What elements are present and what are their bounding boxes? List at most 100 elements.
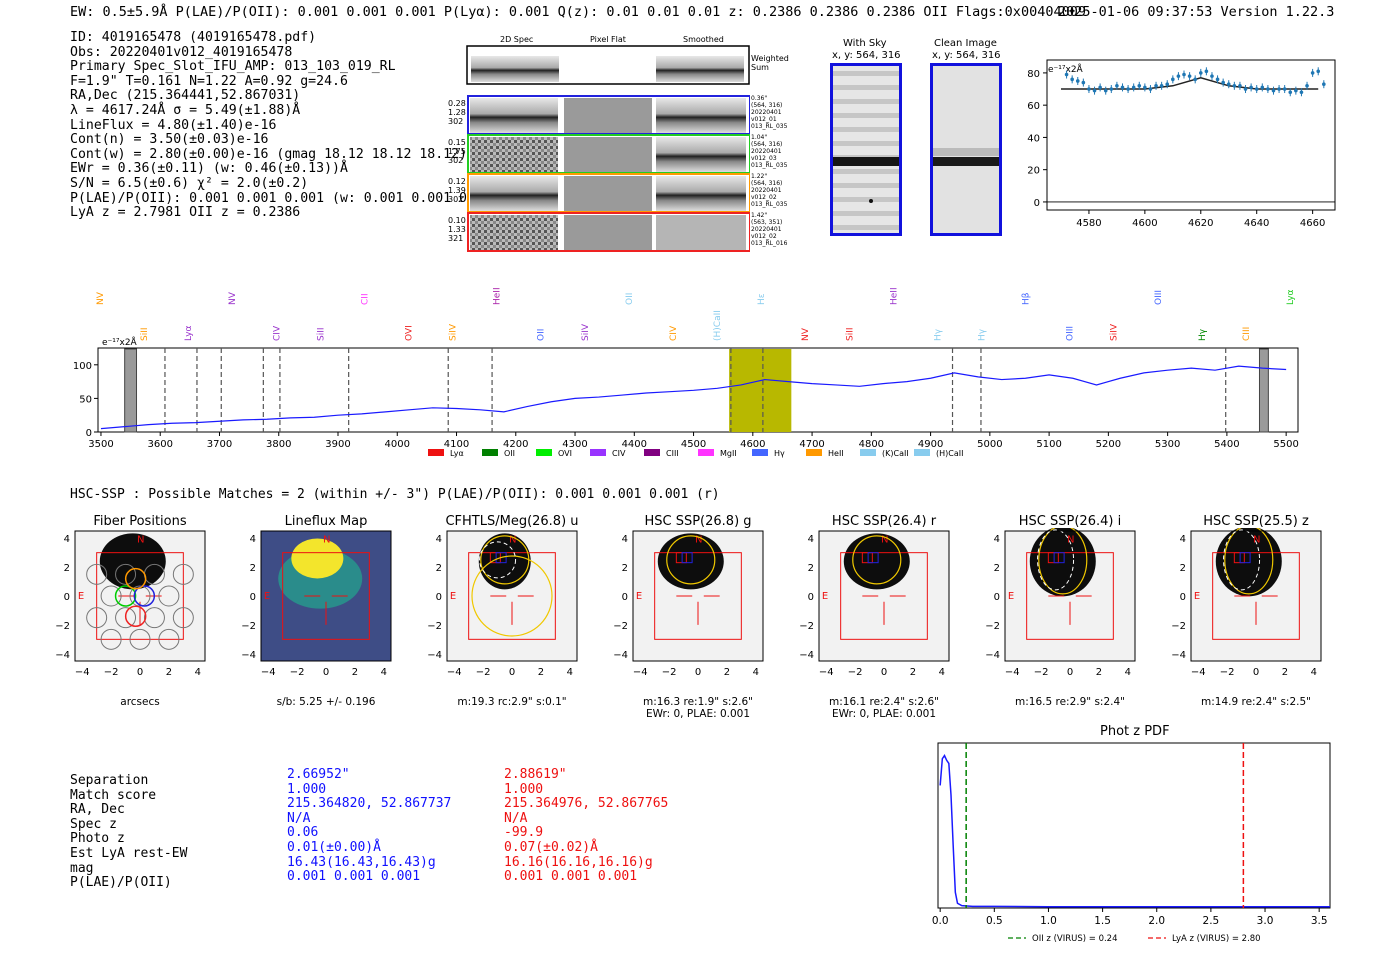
x-tick-label: 3600 xyxy=(147,439,172,450)
x-tick-label: 1.0 xyxy=(1040,915,1057,927)
y-tick-label: −2 xyxy=(241,621,256,632)
line-id-label: NV xyxy=(801,327,811,341)
match-labels: Separation Match score RA, Dec Spec z Photo … xyxy=(70,773,188,891)
line-id-label: CIV xyxy=(272,325,282,341)
match-box-blue xyxy=(681,552,693,564)
x-tick-label: 3700 xyxy=(207,439,232,450)
info-line: RA,Dec (215.364441,52.867031) xyxy=(70,88,301,104)
legend-swatch xyxy=(644,449,660,456)
col-2d-spec: 2D Spec xyxy=(500,35,534,44)
x-tick-label: 4600 xyxy=(740,439,765,450)
y-tick-label: 4 xyxy=(250,534,256,545)
x-tick-label: 3.0 xyxy=(1257,915,1274,927)
panel-frame xyxy=(446,530,578,662)
data-point xyxy=(1294,88,1298,93)
legend-label: CIV xyxy=(612,449,626,458)
x-tick-label: 4000 xyxy=(385,439,410,450)
east-label: E xyxy=(1008,591,1014,602)
panel-title: HSC SSP(26.8) g xyxy=(644,514,752,529)
imaging-panel: N E −4 −4 −2 −2 0 0 2 2 4 4 xyxy=(799,530,950,678)
line-id-label: Hβ xyxy=(1022,292,1032,305)
line-id-label: SiIV xyxy=(1110,323,1120,341)
y-tick-label: −2 xyxy=(1171,621,1186,632)
east-label: E xyxy=(450,591,456,602)
x-tick-label: 5000 xyxy=(977,439,1002,450)
north-label: N xyxy=(1253,535,1260,546)
x-tick-label: 0.0 xyxy=(932,915,949,927)
line-id-label: OII xyxy=(625,293,635,305)
fiber-circle xyxy=(158,585,180,607)
galaxy-blob xyxy=(1029,528,1096,597)
y-tick-label: 0 xyxy=(436,592,442,603)
timestamp-version: 2025-01-06 09:37:53 Version 1.22.3 xyxy=(1058,4,1335,20)
data-point xyxy=(1098,85,1102,90)
y-tick-label: −4 xyxy=(427,650,442,661)
y-tick-label: −4 xyxy=(613,650,628,661)
data-point xyxy=(1148,87,1153,91)
zoom-plot-frame xyxy=(1046,59,1336,211)
data-point xyxy=(1305,84,1309,88)
x-tick-label: 2 xyxy=(1096,667,1102,678)
aperture-ellipse xyxy=(666,535,716,585)
x-tick-label: 4 xyxy=(195,667,201,678)
legend-label: (K)CaII xyxy=(882,449,909,458)
aperture-box xyxy=(468,552,556,640)
line-id-label: Lyα xyxy=(1286,289,1296,305)
line-id-label: Hγ xyxy=(1198,328,1208,341)
info-line: LyA z = 2.7981 OII z = 0.2386 xyxy=(70,205,301,221)
match-red-values: 2.88619" 1.000 215.364976, 52.867765 N/A -99… xyxy=(504,767,669,885)
data-point xyxy=(1131,85,1136,90)
x-tick-label: 2.0 xyxy=(1148,915,1165,927)
panel-footer: m:14.9 re:2.4" s:2.5" xyxy=(1201,696,1311,708)
north-label: N xyxy=(509,535,516,546)
y-tick-label: 2 xyxy=(436,563,442,574)
y-tick-label: 4 xyxy=(994,534,1000,545)
line-id-label: OIII xyxy=(1066,326,1076,341)
highlight-band xyxy=(729,349,792,432)
spec-cutouts xyxy=(466,45,750,252)
data-point xyxy=(1109,87,1114,91)
panel-title: HSC SSP(26.4) r xyxy=(831,514,937,529)
galaxy-blob xyxy=(99,533,166,590)
y-tick-label: −4 xyxy=(1171,650,1186,661)
data-point xyxy=(1299,90,1304,95)
panel-frame xyxy=(74,530,206,662)
fiber-circle xyxy=(129,628,151,650)
panel-title: HSC SSP(25.5) z xyxy=(1203,514,1309,529)
data-point xyxy=(1070,77,1074,82)
y-tick-label: −2 xyxy=(799,621,814,632)
x-tick-label: 4 xyxy=(939,667,945,678)
data-point xyxy=(1238,84,1242,88)
data-point xyxy=(1081,80,1086,85)
clean-title: Clean Image xyxy=(934,38,997,49)
weighted-sum-label: Weighted Sum xyxy=(751,54,789,72)
photz-pdf-chart: 0.0 0.5 1.0 1.5 2.0 2.5 3.0 3.5 OII z (VIRUS) =… xyxy=(932,742,1331,944)
y-tick-label: 4 xyxy=(436,534,442,545)
fiber-circle xyxy=(172,607,194,629)
panel-footer: EWr: 0, PLAE: 0.001 xyxy=(831,708,937,720)
y-tick-label: 0 xyxy=(250,592,256,603)
info-line: F=1.9" T=0.161 N=1.22 A=0.92 g=24.6 xyxy=(70,73,348,89)
data-point xyxy=(1243,87,1248,91)
pdf-line xyxy=(939,754,1330,908)
imaging-panel: N E −4 −4 −2 −2 0 0 2 2 4 4 xyxy=(55,530,206,678)
x-tick-label: 5200 xyxy=(1096,439,1121,450)
line-id-label: OIII xyxy=(1154,290,1164,305)
data-point xyxy=(1210,74,1214,78)
x-tick-label: −4 xyxy=(819,667,834,678)
zoom-ylabel: e⁻¹⁷x2Å xyxy=(1048,63,1084,75)
panel-title: CFHTLS/Meg(26.8) u xyxy=(445,514,579,529)
exposure-row-3 xyxy=(467,173,750,213)
row2-left-label: 0.15 1.75 302 xyxy=(448,138,466,165)
panel-frame xyxy=(632,530,764,662)
fiber-circle xyxy=(158,628,180,650)
x-tick-label: 4640 xyxy=(1244,218,1269,229)
hsc-header: HSC-SSP : Possible Matches = 2 (within +… xyxy=(70,487,720,502)
y-tick-label: 0 xyxy=(994,592,1000,603)
data-point xyxy=(1176,74,1181,78)
dashed-ellipse xyxy=(479,541,517,579)
x-tick-label: 2 xyxy=(538,667,544,678)
x-tick-label: 4 xyxy=(753,667,759,678)
north-label: N xyxy=(137,535,144,546)
exposure-row-4 xyxy=(467,212,750,252)
